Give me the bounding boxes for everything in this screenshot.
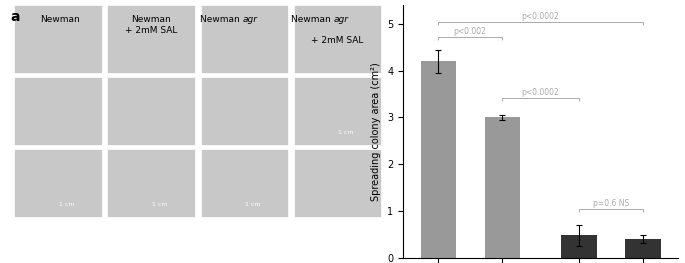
- FancyBboxPatch shape: [201, 77, 288, 145]
- Text: Newman: Newman: [40, 15, 80, 24]
- FancyBboxPatch shape: [108, 77, 195, 145]
- Y-axis label: Spreading colony area (cm²): Spreading colony area (cm²): [371, 62, 382, 201]
- FancyBboxPatch shape: [294, 77, 381, 145]
- Text: agr: agr: [334, 15, 349, 24]
- Bar: [625, 239, 660, 258]
- Text: 1 cm: 1 cm: [152, 202, 168, 207]
- Text: Newman: Newman: [291, 15, 334, 24]
- Text: 1 cm: 1 cm: [59, 202, 75, 207]
- FancyBboxPatch shape: [108, 149, 195, 217]
- FancyBboxPatch shape: [14, 5, 102, 73]
- Text: 1 cm: 1 cm: [245, 202, 261, 207]
- Text: p<0.0002: p<0.0002: [522, 12, 560, 21]
- Text: agr: agr: [242, 15, 258, 24]
- FancyBboxPatch shape: [294, 5, 381, 73]
- Text: Newman: Newman: [199, 15, 242, 24]
- Text: 1 cm: 1 cm: [338, 130, 353, 135]
- Bar: [484, 118, 520, 258]
- FancyBboxPatch shape: [14, 77, 102, 145]
- Bar: [562, 235, 597, 258]
- Text: p=0.6 NS: p=0.6 NS: [593, 199, 629, 208]
- Text: Newman
+ 2mM SAL: Newman + 2mM SAL: [125, 15, 177, 35]
- Bar: [421, 61, 456, 258]
- FancyBboxPatch shape: [201, 5, 288, 73]
- FancyBboxPatch shape: [108, 5, 195, 73]
- FancyBboxPatch shape: [294, 149, 381, 217]
- Text: p<0.0002: p<0.0002: [522, 88, 560, 97]
- Text: p<0.002: p<0.002: [453, 27, 486, 36]
- FancyBboxPatch shape: [14, 149, 102, 217]
- Text: a: a: [11, 10, 20, 24]
- Text: + 2mM SAL: + 2mM SAL: [311, 36, 364, 44]
- FancyBboxPatch shape: [201, 149, 288, 217]
